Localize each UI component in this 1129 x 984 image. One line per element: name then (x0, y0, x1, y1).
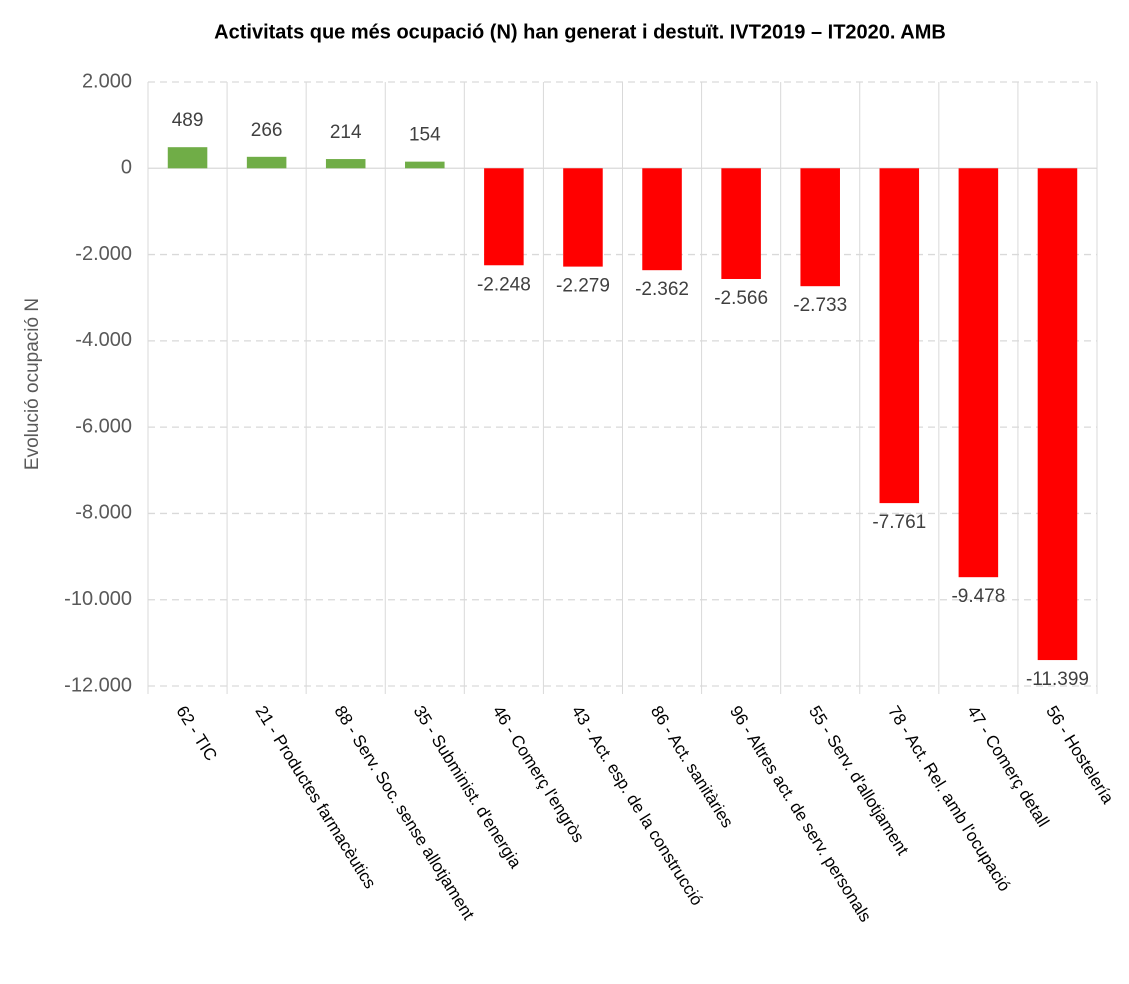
value-label: -2.566 (714, 288, 768, 309)
chart-title: Activitats que més ocupació (N) han gene… (214, 21, 946, 43)
value-label: -2.248 (477, 274, 531, 295)
y-tick-label: -12.000 (64, 674, 132, 696)
bar (325, 159, 366, 169)
bar (642, 168, 682, 271)
bar (167, 147, 208, 169)
y-tick-label: -6.000 (75, 415, 132, 437)
x-tick-label: 86 - Act. sanitàries (647, 702, 737, 831)
value-label: 266 (251, 120, 283, 141)
value-label: -2.362 (635, 279, 689, 300)
y-tick-label: -8.000 (75, 502, 132, 524)
bar (800, 168, 840, 287)
value-label: -11.399 (1026, 669, 1089, 690)
x-tick-label: 88 - Serv. Soc. sense allotjament (331, 702, 479, 923)
y-tick-label: -2.000 (75, 243, 132, 265)
bar (246, 156, 287, 169)
bar (958, 168, 999, 578)
bar (405, 161, 445, 169)
y-tick-label: 2.000 (82, 70, 132, 92)
x-tick-label: 47 - Comerç detall (963, 702, 1053, 830)
value-label: 489 (172, 110, 204, 131)
x-tick-label: 62 - TIC (172, 702, 220, 764)
value-label: -9.478 (951, 586, 1005, 607)
bar (721, 168, 761, 279)
value-label: 154 (409, 125, 441, 146)
bar (484, 168, 524, 266)
value-label: -2.279 (556, 276, 610, 297)
x-tick-label: 96 - Altres act. de serv. personals (726, 702, 875, 925)
value-label: 214 (330, 122, 362, 143)
bar (1037, 168, 1078, 661)
y-tick-label: 0 (121, 157, 132, 179)
bar (879, 168, 920, 504)
y-axis-label: Evolució ocupació N (22, 298, 43, 470)
value-label: -2.733 (793, 295, 847, 316)
y-tick-label: -4.000 (75, 329, 132, 351)
bar (563, 168, 603, 267)
x-tick-label: 43 - Act. esp. de la construcció (568, 702, 707, 908)
y-tick-label: -10.000 (64, 588, 132, 610)
x-tick-label: 56 - Hostelería (1042, 702, 1117, 807)
value-label: -7.761 (872, 512, 926, 533)
x-tick-label: 46 - Comerç l'engròs (489, 702, 588, 845)
